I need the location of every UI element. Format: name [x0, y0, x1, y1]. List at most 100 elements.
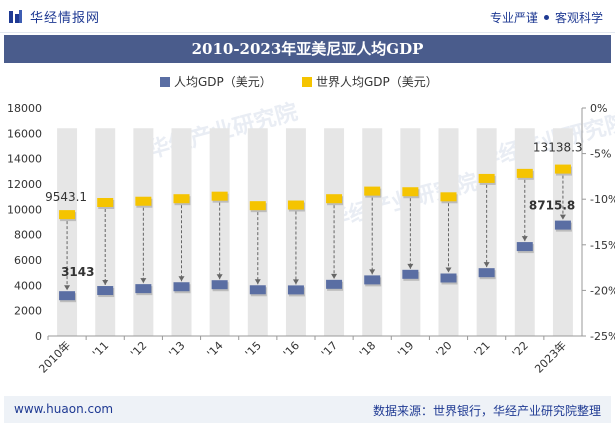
- marker-world: [440, 192, 457, 202]
- marker-armenia: [326, 279, 343, 289]
- x-tick-label: '17: [319, 339, 340, 360]
- x-tick-label: 2010年: [36, 338, 73, 375]
- background-column: [133, 128, 154, 336]
- marker-world: [97, 198, 114, 207]
- y-tick-label-right: -15%: [590, 239, 615, 252]
- x-tick-label: '15: [243, 339, 264, 360]
- marker-world: [554, 164, 571, 174]
- marker-world: [287, 200, 304, 210]
- marker-armenia: [173, 282, 190, 292]
- background-column: [209, 128, 230, 336]
- chart-area: 华经产业研究院华经产业研究院华经产业研究院人均GDP（美元）世界人均GDP（美元…: [0, 63, 615, 393]
- y-tick-label-left: 4000: [14, 279, 42, 292]
- connector-arrow-icon: [369, 269, 376, 275]
- brand-logo-icon: [9, 9, 22, 23]
- x-tick-label: '14: [205, 339, 226, 360]
- connector-arrow-icon: [178, 276, 185, 282]
- connector-arrow-icon: [292, 279, 299, 285]
- connector-arrow-icon: [102, 280, 109, 286]
- marker-armenia: [135, 284, 152, 294]
- marker-armenia: [211, 280, 228, 290]
- connector-arrow-icon: [407, 263, 414, 269]
- data-label-armenia-last: 8715.8: [529, 199, 575, 213]
- legend-label-armenia: 人均GDP（美元）: [174, 75, 272, 89]
- marker-armenia: [440, 273, 457, 283]
- connector-arrow-icon: [140, 278, 147, 284]
- x-tick-label: '11: [90, 339, 111, 360]
- y-tick-label-right: -10%: [590, 193, 615, 206]
- data-label-world-last: 13138.3: [533, 141, 583, 155]
- connector-arrow-icon: [559, 214, 566, 220]
- marker-armenia: [287, 285, 304, 295]
- background-column: [362, 128, 383, 336]
- y-tick-label-right: -20%: [590, 284, 615, 297]
- marker-armenia: [554, 220, 571, 230]
- x-tick-label: '18: [357, 339, 378, 360]
- connector-arrow-icon: [521, 236, 528, 242]
- tagline-right: 客观科学: [554, 11, 603, 25]
- connector-arrow-icon: [483, 262, 490, 268]
- marker-world: [211, 191, 228, 201]
- legend-label-world: 世界人均GDP（美元）: [316, 75, 438, 89]
- data-label-armenia-first: 3143: [61, 265, 94, 279]
- marker-world: [173, 194, 190, 204]
- y-tick-label-right: 0%: [590, 102, 607, 115]
- legend-swatch-armenia: [160, 77, 170, 87]
- marker-armenia: [97, 286, 114, 296]
- connector-arrow-icon: [254, 279, 261, 285]
- x-tick-label: '22: [510, 339, 531, 360]
- marker-world: [516, 168, 533, 178]
- marker-armenia: [59, 291, 76, 301]
- marker-world: [249, 201, 266, 211]
- marker-world: [364, 186, 381, 196]
- data-label-world-first: 9543.1: [45, 190, 87, 204]
- marker-armenia: [478, 268, 495, 278]
- y-tick-label-left: 8000: [14, 229, 42, 242]
- marker-armenia: [249, 285, 266, 295]
- y-tick-label-right: -25%: [590, 330, 615, 343]
- tagline-left: 专业严谨: [489, 11, 538, 25]
- marker-armenia: [364, 275, 381, 285]
- background-column: [400, 128, 421, 336]
- legend-swatch-world: [302, 77, 312, 87]
- brand: 华经情报网: [8, 7, 100, 26]
- y-tick-label-left: 12000: [7, 178, 42, 191]
- background-column: [95, 128, 116, 336]
- marker-world: [402, 187, 419, 197]
- marker-world: [135, 196, 152, 206]
- x-tick-label: '21: [472, 339, 493, 360]
- x-tick-label: '20: [433, 339, 454, 360]
- tagline: 专业严谨 客观科学: [490, 9, 603, 26]
- connector-arrow-icon: [445, 267, 452, 273]
- marker-world: [478, 173, 495, 183]
- y-tick-label-left: 14000: [7, 153, 42, 166]
- y-tick-label-left: 6000: [14, 254, 42, 267]
- marker-armenia: [402, 269, 419, 279]
- connector-arrow-icon: [216, 274, 223, 280]
- footer-bar: www.huaon.com 数据来源：世界银行，华经产业研究院整理: [4, 396, 611, 423]
- x-tick-label: '16: [281, 339, 302, 360]
- marker-world: [326, 194, 343, 204]
- y-tick-label-left: 2000: [14, 305, 42, 318]
- background-column: [552, 128, 573, 336]
- x-tick-label: 2023年: [532, 338, 569, 375]
- chart-svg: 华经产业研究院华经产业研究院华经产业研究院人均GDP（美元）世界人均GDP（美元…: [7, 75, 615, 376]
- footer-url: www.huaon.com: [14, 402, 114, 416]
- y-tick-label-left: 10000: [7, 203, 42, 216]
- marker-world: [59, 210, 76, 220]
- x-tick-label: '12: [128, 339, 149, 360]
- marker-armenia: [516, 242, 533, 252]
- tagline-dot-icon: [543, 15, 549, 20]
- connector-arrow-icon: [331, 273, 338, 279]
- connector-arrow-icon: [64, 285, 71, 291]
- background-column: [438, 128, 459, 336]
- x-tick-label: '13: [166, 339, 187, 360]
- header-bar: 华经情报网 专业严谨 客观科学: [0, 0, 615, 33]
- brand-name: 华经情报网: [30, 11, 101, 26]
- background-column: [247, 128, 268, 336]
- y-tick-label-right: -5%: [590, 148, 611, 161]
- y-tick-label-left: 16000: [7, 127, 42, 140]
- y-tick-label-left: 0: [35, 330, 42, 343]
- y-tick-label-left: 18000: [7, 102, 42, 115]
- footer-source: 数据来源：世界银行，华经产业研究院整理: [372, 404, 601, 418]
